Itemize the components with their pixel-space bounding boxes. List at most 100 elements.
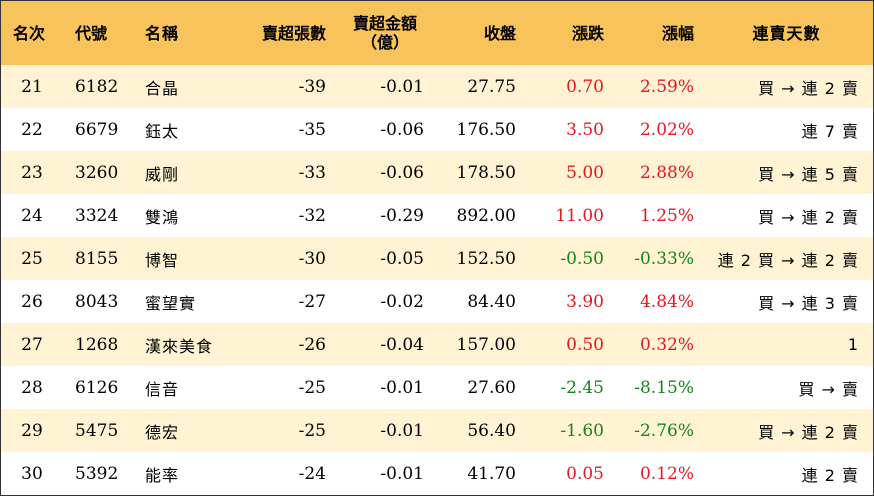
cell-close: 27.60 [467, 377, 516, 398]
header-change: 漲跌 [571, 23, 604, 43]
cell-streak: 連 7 賣 [801, 121, 859, 141]
cell-rank: 22 [21, 119, 43, 140]
cell-rank: 26 [21, 291, 43, 312]
cell-change: 3.90 [566, 291, 604, 312]
table-row: 21 6182 合晶 -39 -0.01 27.75 0.70 2.59% 買 → 連 2 賣 [1, 65, 873, 108]
cell-net-sell-lots: -39 [298, 76, 326, 97]
cell-streak: 1 [847, 335, 859, 354]
header-close: 收盤 [483, 23, 516, 43]
cell-change-pct: 2.02% [639, 119, 694, 140]
header-row: 名次 代號 名稱 賣超張數 賣超金額 （億） 收盤 漲跌 漲幅 連賣天數 [1, 1, 873, 65]
cell-code: 8155 [75, 248, 119, 269]
header-net-sell-amount: 賣超金額 （億） [336, 1, 434, 65]
cell-name: 博智 [145, 250, 180, 270]
header-rank: 名次 [13, 23, 46, 43]
cell-net-sell-amount: -0.29 [380, 205, 424, 226]
cell-change: -2.45 [560, 377, 604, 398]
cell-rank: 30 [21, 463, 43, 484]
cell-change: 3.50 [566, 119, 604, 140]
cell-code: 6679 [75, 119, 119, 140]
cell-name: 雙鴻 [145, 207, 180, 227]
cell-change: 0.70 [566, 76, 604, 97]
cell-close: 157.00 [456, 334, 516, 355]
cell-change: -1.60 [560, 420, 604, 441]
cell-name: 信音 [145, 379, 180, 399]
cell-code: 5392 [75, 463, 119, 484]
cell-change: 11.00 [555, 205, 604, 226]
cell-name: 德宏 [145, 422, 180, 442]
table-row: 26 8043 蜜望實 -27 -0.02 84.40 3.90 4.84% 買 → 連 3 賣 [1, 280, 873, 323]
header-change-pct: 漲幅 [661, 23, 694, 43]
cell-code: 6182 [75, 76, 119, 97]
cell-net-sell-amount: -0.01 [380, 76, 424, 97]
cell-code: 1268 [75, 334, 119, 355]
cell-net-sell-amount: -0.01 [380, 377, 424, 398]
cell-streak: 買 → 連 2 賣 [758, 78, 859, 98]
header-net-sell-amount-line2: （億） [360, 33, 409, 52]
cell-name: 合晶 [145, 78, 180, 98]
cell-code: 3324 [75, 205, 119, 226]
cell-streak: 連 2 賣 [801, 465, 859, 485]
table-row: 22 6679 鈺太 -35 -0.06 176.50 3.50 2.02% 連 7 賣 [1, 108, 873, 151]
cell-net-sell-lots: -25 [298, 420, 326, 441]
cell-net-sell-amount: -0.04 [380, 334, 424, 355]
cell-code: 5475 [75, 420, 119, 441]
cell-code: 6126 [75, 377, 119, 398]
cell-net-sell-amount: -0.02 [380, 291, 424, 312]
cell-streak: 買 → 連 2 賣 [758, 207, 859, 227]
cell-rank: 21 [21, 76, 43, 97]
cell-net-sell-amount: -0.06 [380, 162, 424, 183]
table-row: 27 1268 漢來美食 -26 -0.04 157.00 0.50 0.32% 1 [1, 323, 873, 366]
cell-rank: 28 [21, 377, 43, 398]
cell-name: 能率 [145, 465, 180, 485]
cell-change-pct: -8.15% [634, 377, 694, 398]
cell-net-sell-lots: -24 [298, 463, 326, 484]
table-row: 29 5475 德宏 -25 -0.01 56.40 -1.60 -2.76% 買 → 連 2 … [1, 409, 873, 452]
header-net-sell-amount-line1: 賣超金額 [352, 14, 417, 33]
cell-change-pct: -2.76% [634, 420, 694, 441]
cell-change: 5.00 [566, 162, 604, 183]
cell-close: 27.75 [467, 76, 516, 97]
cell-net-sell-amount: -0.01 [380, 420, 424, 441]
cell-net-sell-lots: -35 [298, 119, 326, 140]
cell-rank: 25 [21, 248, 43, 269]
header-net-sell-lots: 賣超張數 [261, 23, 326, 43]
cell-close: 56.40 [467, 420, 516, 441]
table-row: 24 3324 雙鴻 -32 -0.29 892.00 11.00 1.25% 買 → 連 2 … [1, 194, 873, 237]
cell-change: 0.50 [566, 334, 604, 355]
cell-net-sell-lots: -27 [298, 291, 326, 312]
cell-close: 178.50 [456, 162, 516, 183]
cell-name: 威剛 [145, 164, 180, 184]
cell-rank: 23 [21, 162, 43, 183]
cell-close: 892.00 [456, 205, 516, 226]
cell-name: 漢來美食 [145, 336, 214, 356]
cell-code: 8043 [75, 291, 119, 312]
cell-streak: 買 → 賣 [798, 379, 859, 399]
cell-close: 152.50 [456, 248, 516, 269]
cell-close: 176.50 [456, 119, 516, 140]
cell-net-sell-lots: -25 [298, 377, 326, 398]
cell-close: 41.70 [467, 463, 516, 484]
cell-net-sell-lots: -26 [298, 334, 326, 355]
cell-rank: 24 [21, 205, 43, 226]
table-row: 28 6126 信音 -25 -0.01 27.60 -2.45 -8.15% 買 → 賣 [1, 366, 873, 409]
cell-streak: 連 2 買 → 連 2 賣 [717, 250, 859, 270]
header-code: 代號 [75, 23, 108, 43]
cell-net-sell-lots: -33 [298, 162, 326, 183]
cell-streak: 買 → 連 3 賣 [758, 293, 859, 313]
header-streak: 連賣天數 [752, 23, 821, 43]
table-row: 30 5392 能率 -24 -0.01 41.70 0.05 0.12% 連 2 賣 [1, 452, 873, 495]
cell-change-pct: 4.84% [639, 291, 694, 312]
cell-rank: 27 [21, 334, 43, 355]
cell-change: 0.05 [566, 463, 604, 484]
header-name: 名稱 [145, 23, 180, 43]
cell-change-pct: 2.59% [639, 76, 694, 97]
cell-change-pct: 0.12% [639, 463, 694, 484]
cell-change: -0.50 [560, 248, 604, 269]
table-row: 25 8155 博智 -30 -0.05 152.50 -0.50 -0.33% 連 2 買 →… [1, 237, 873, 280]
cell-rank: 29 [21, 420, 43, 441]
cell-net-sell-amount: -0.06 [380, 119, 424, 140]
